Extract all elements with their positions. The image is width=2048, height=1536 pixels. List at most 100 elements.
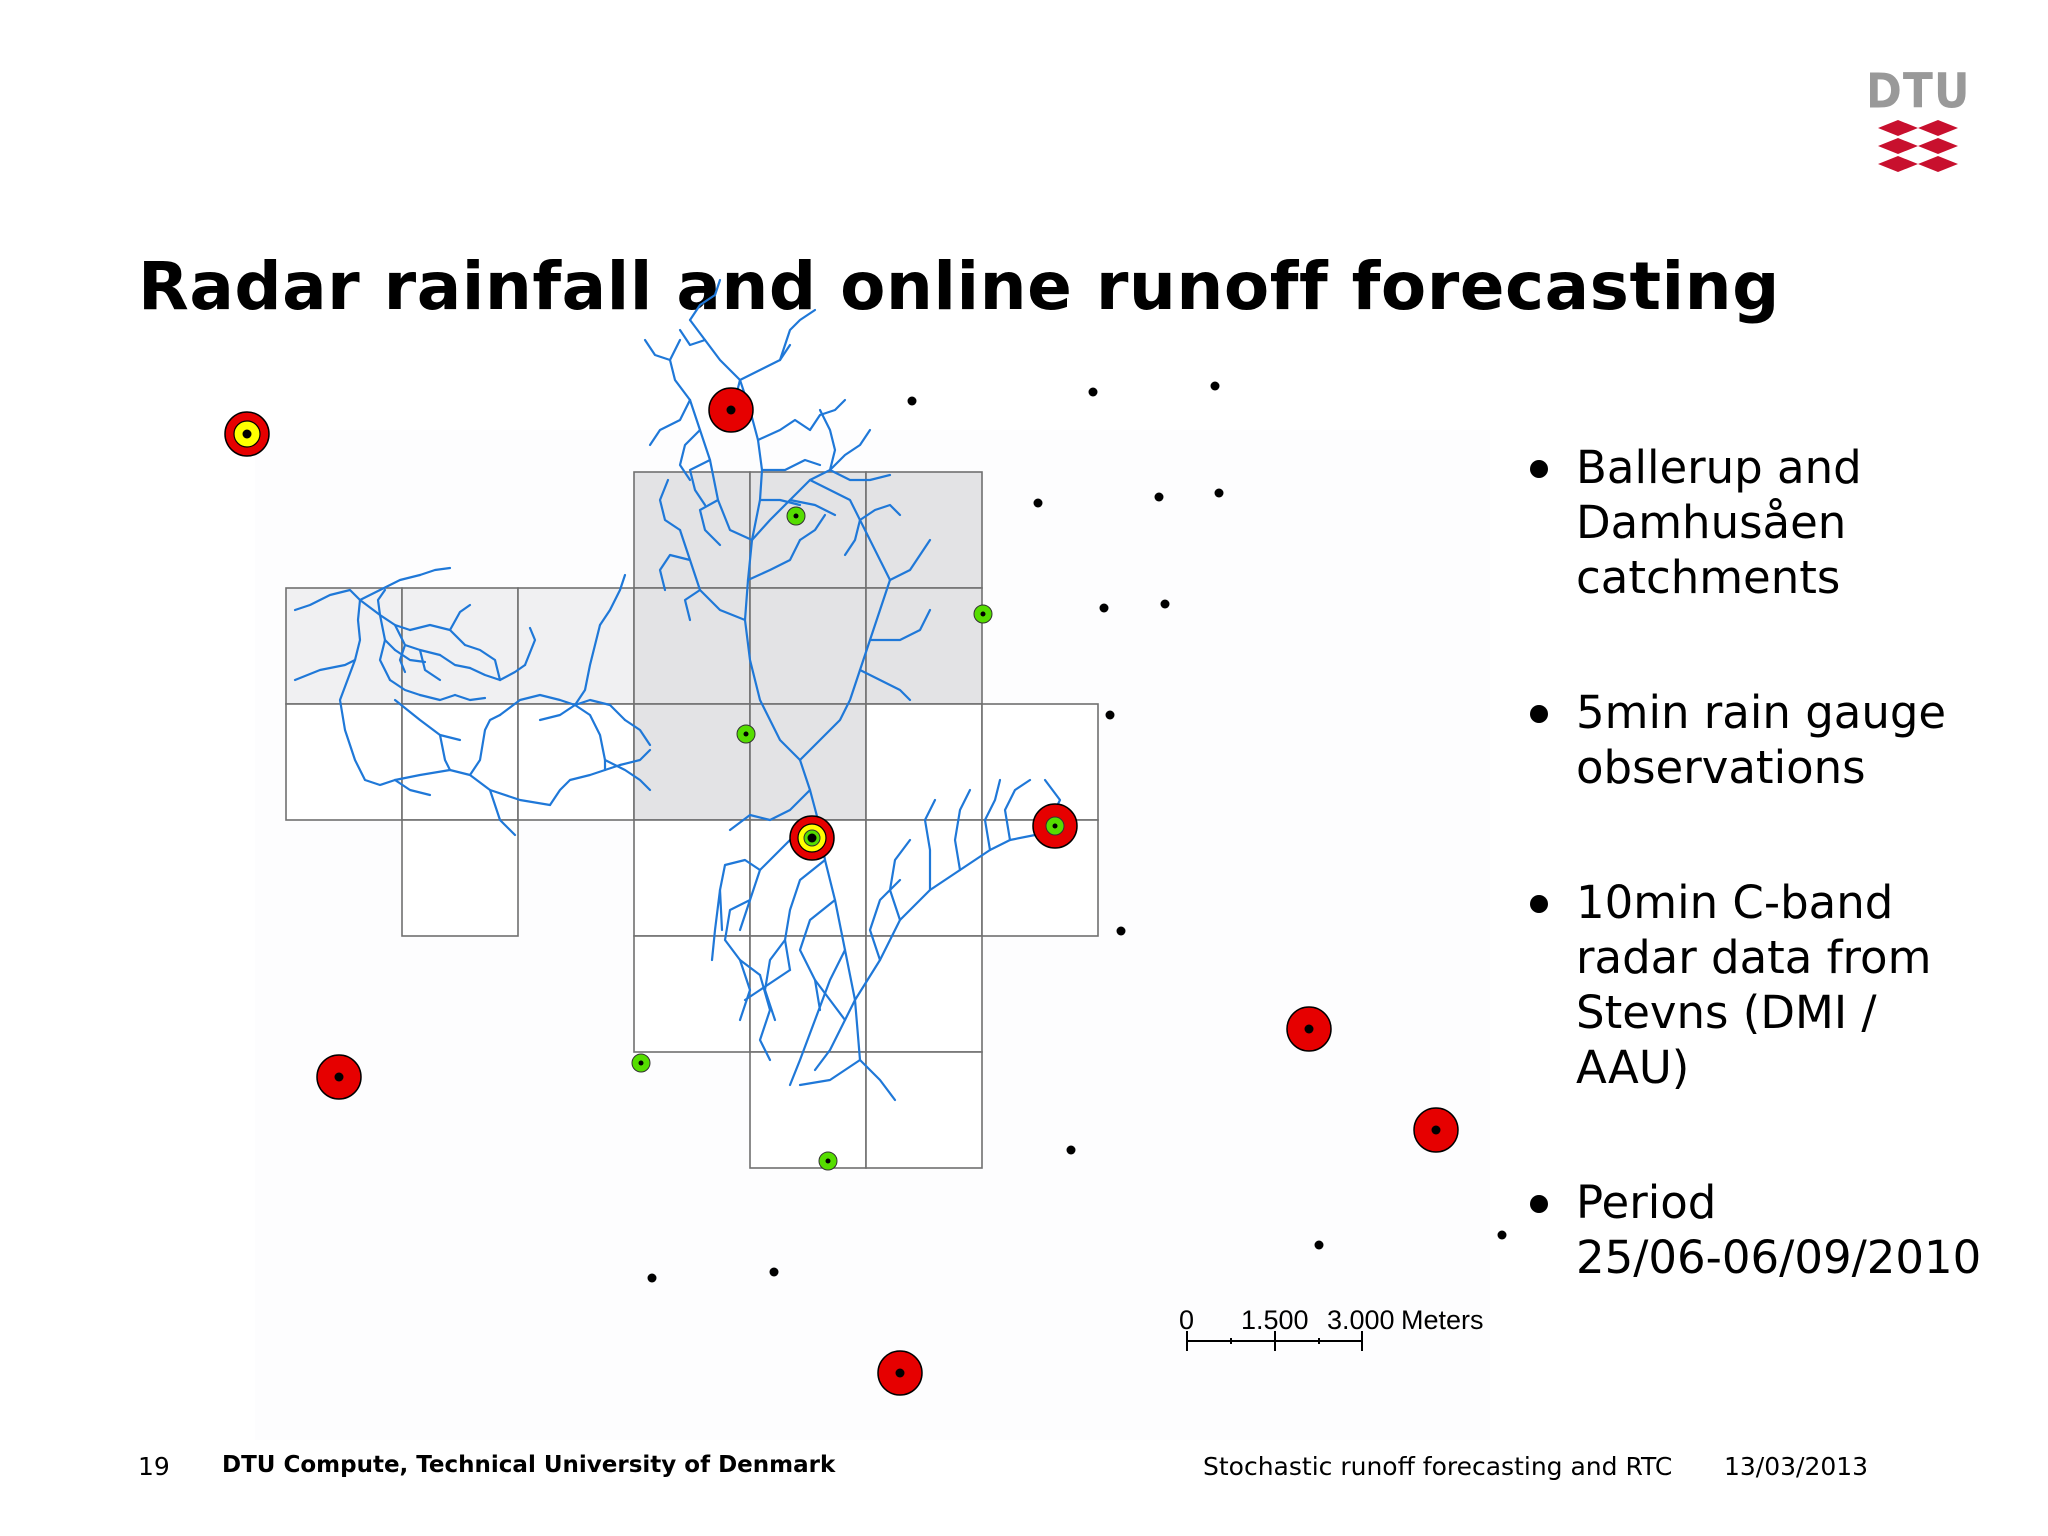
sewer-pipe <box>788 498 837 517</box>
bullet-dot-icon <box>1530 1195 1548 1213</box>
sewer-pipe <box>688 398 754 542</box>
sewer-pipe <box>698 498 722 547</box>
sewer-pipe <box>688 278 722 322</box>
sewer-pipe <box>853 833 1037 1002</box>
sewer-pipe <box>498 663 527 682</box>
sewer-pipe <box>818 408 837 472</box>
rain-gauge-center <box>825 1158 831 1164</box>
sewer-pipe <box>756 418 812 442</box>
sewer-pipe <box>843 518 862 557</box>
scale-label-1500: 1.500 <box>1241 1305 1309 1335</box>
bullet-item: 10min C-band radar data from Stevns (DMI /… <box>1530 875 2030 1095</box>
sewer-pipe <box>358 573 422 602</box>
station-dot <box>1088 387 1098 397</box>
sewer-pipe <box>798 758 862 1062</box>
station-dot <box>1116 926 1126 936</box>
sewer-pipe <box>398 643 407 674</box>
sewer-pipe <box>788 948 847 1087</box>
rain-gauge-center <box>1052 823 1058 829</box>
station-dot <box>1210 381 1220 391</box>
sewer-pipe <box>798 513 827 542</box>
radar-cell <box>401 819 519 937</box>
radar-cell <box>633 587 751 705</box>
sewer-pipe <box>468 713 502 777</box>
radar-cell <box>633 935 751 1053</box>
dtu-logo: DTU <box>1870 63 1970 172</box>
sewer-pipe <box>798 578 892 762</box>
station-dot <box>1314 1240 1324 1250</box>
footer-date: 13/03/2013 <box>1724 1452 1869 1481</box>
sewer-pipe <box>453 693 487 702</box>
sewer-pipe <box>538 703 577 722</box>
sewer-pipe <box>573 703 607 772</box>
radar-cell <box>865 587 983 705</box>
dtu-logo-waves <box>1878 120 1958 172</box>
scale-label-3000: 3.000 <box>1327 1305 1395 1335</box>
sewer-pipe <box>778 308 817 362</box>
radar-cell <box>401 703 519 821</box>
bullet-list: Ballerup and Damhusåen catchments 5min rai… <box>1530 440 2030 1365</box>
radar-cell <box>981 703 1099 821</box>
radar-cell <box>865 1051 983 1169</box>
radar-cell <box>749 587 867 705</box>
radar-grid <box>285 471 1099 1169</box>
footer-talk-title: Stochastic runoff forecasting and RTC <box>1203 1452 1673 1481</box>
rain-gauge-center <box>793 513 799 519</box>
station-dot <box>907 396 917 406</box>
station-dot <box>1154 492 1164 502</box>
sewer-pipe <box>658 553 692 592</box>
sewer-pipe <box>953 788 972 872</box>
rain-gauge-center <box>980 611 986 617</box>
station-dot <box>726 405 736 415</box>
sewer-pipe <box>828 468 892 482</box>
station-dot <box>1066 1145 1076 1155</box>
sewer-pipe <box>868 608 932 642</box>
sewer-pipe <box>293 588 362 612</box>
sewer-pipe <box>438 653 472 670</box>
sewer-pipe <box>728 788 812 832</box>
sewer-network <box>293 278 1062 1102</box>
sewer-pipe <box>888 838 912 922</box>
sewer-pipe <box>418 648 442 682</box>
station-dot <box>334 1072 344 1082</box>
sewer-pipe <box>468 666 502 682</box>
sewer-pipe <box>718 858 762 932</box>
rain-gauge-center <box>743 731 749 737</box>
sewer-pipe <box>763 938 787 1022</box>
radar-cell <box>517 587 635 705</box>
bullet-item: Ballerup and Damhusåen catchments <box>1530 440 2030 605</box>
station-dot <box>1160 599 1170 609</box>
bullet-item: Period 25/06-06/09/2010 <box>1530 1175 2030 1285</box>
station-markers <box>224 381 1507 1396</box>
sewer-pipe <box>438 733 452 772</box>
sewer-pipe <box>463 643 502 682</box>
sewer-pipe <box>338 658 397 787</box>
sewer-pipe <box>418 693 457 702</box>
radar-cell <box>749 703 867 821</box>
bullet-item: 5min rain gauge observations <box>1530 685 2030 795</box>
sewer-pipe <box>393 623 442 657</box>
station-dot <box>1099 603 1109 613</box>
sewer-pipe <box>376 588 387 617</box>
sewer-pipe <box>746 538 802 582</box>
sewer-pipe <box>378 638 392 682</box>
sewer-pipe <box>858 518 892 582</box>
sewer-pipe <box>923 798 937 892</box>
station-dot <box>1033 498 1043 508</box>
sewer-pipe <box>813 978 847 1022</box>
radar-cell <box>401 587 519 705</box>
sewer-pipe <box>813 998 857 1072</box>
bullet-dot-icon <box>1530 895 1548 913</box>
sewer-pipe <box>388 678 422 697</box>
station-dot <box>1497 1230 1507 1240</box>
page-number: 19 <box>138 1452 170 1481</box>
station-dot <box>895 1368 905 1378</box>
scale-label-0: 0 <box>1179 1305 1195 1335</box>
sewer-pipe <box>758 973 772 1062</box>
sewer-pipe <box>658 478 682 532</box>
sewer-pipe <box>783 858 827 972</box>
scale-bar <box>1186 1331 1363 1351</box>
sewer-pipe <box>678 328 707 347</box>
radar-cell <box>865 819 983 937</box>
dtu-logo-text: DTU <box>1870 63 1970 120</box>
